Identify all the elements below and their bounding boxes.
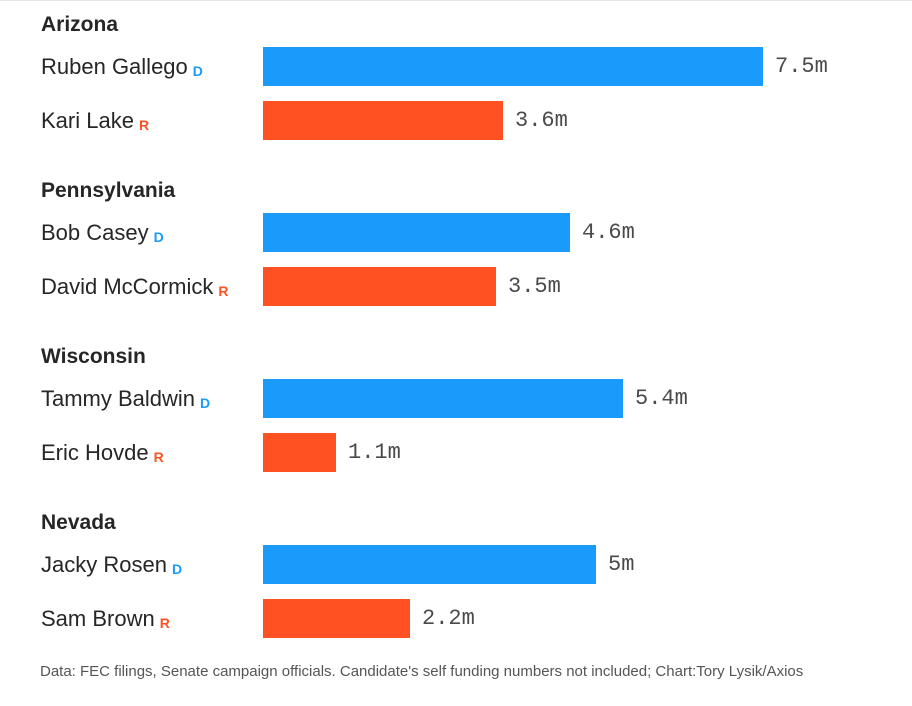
- bar-d: [263, 379, 623, 418]
- party-badge: R: [159, 615, 170, 631]
- bar-d: [263, 213, 570, 252]
- candidate-row: Sam Brown R 2.2m: [0, 599, 912, 639]
- party-badge: D: [153, 229, 164, 245]
- candidate-name: Kari Lake: [41, 108, 134, 133]
- candidate-name: Eric Hovde: [41, 440, 149, 465]
- candidate-name: Ruben Gallego: [41, 54, 188, 79]
- candidate-row: Jacky Rosen D 5m: [0, 545, 912, 585]
- candidate-name-label: Ruben Gallego D: [41, 54, 203, 80]
- bar-d: [263, 47, 763, 86]
- candidate-name: Tammy Baldwin: [41, 386, 196, 411]
- candidate-row: Tammy Baldwin D 5.4m: [0, 379, 912, 419]
- bar-r: [263, 599, 410, 638]
- value-label: 5m: [608, 552, 635, 577]
- candidate-name-label: Jacky Rosen D: [41, 552, 182, 578]
- value-label: 2.2m: [422, 606, 475, 631]
- state-title-arizona: Arizona: [41, 13, 119, 36]
- candidate-name: David McCormick: [41, 274, 214, 299]
- party-badge: D: [171, 561, 183, 577]
- candidate-name-label: Sam Brown R: [41, 606, 170, 632]
- party-badge: R: [218, 283, 229, 299]
- candidate-name-label: Tammy Baldwin D: [41, 386, 210, 412]
- party-badge: R: [153, 449, 164, 465]
- value-label: 7.5m: [775, 54, 828, 79]
- candidate-name: Bob Casey: [41, 220, 149, 245]
- candidate-row: Kari Lake R 3.6m: [0, 101, 912, 141]
- candidate-name: Sam Brown: [41, 606, 155, 631]
- state-title-nevada: Nevada: [41, 511, 116, 534]
- party-badge: D: [192, 63, 203, 79]
- party-badge: D: [200, 395, 211, 411]
- candidate-row: Ruben Gallego D 7.5m: [0, 47, 912, 87]
- value-label: 3.6m: [515, 108, 568, 133]
- value-label: 4.6m: [582, 220, 635, 245]
- candidate-name: Jacky Rosen: [41, 552, 167, 577]
- candidate-name-label: Bob Casey D: [41, 220, 164, 246]
- candidate-row: David McCormick R 3.5m: [0, 267, 912, 307]
- candidate-row: Bob Casey D 4.6m: [0, 213, 912, 253]
- candidate-name-label: Eric Hovde R: [41, 440, 164, 466]
- state-title-pennsylvania: Pennsylvania: [41, 179, 176, 202]
- candidate-row: Eric Hovde R 1.1m: [0, 433, 912, 473]
- value-label: 1.1m: [348, 440, 401, 465]
- value-label: 3.5m: [508, 274, 561, 299]
- candidate-name-label: Kari Lake R: [41, 108, 149, 134]
- candidate-name-label: David McCormick R: [41, 274, 228, 300]
- bar-d: [263, 545, 596, 584]
- chart-footnote: Data: FEC filings, Senate campaign offic…: [40, 663, 804, 680]
- bar-r: [263, 267, 496, 306]
- value-label: 5.4m: [635, 386, 688, 411]
- bar-r: [263, 433, 336, 472]
- bar-r: [263, 101, 503, 140]
- state-title-wisconsin: Wisconsin: [41, 345, 146, 368]
- party-badge: R: [138, 117, 150, 133]
